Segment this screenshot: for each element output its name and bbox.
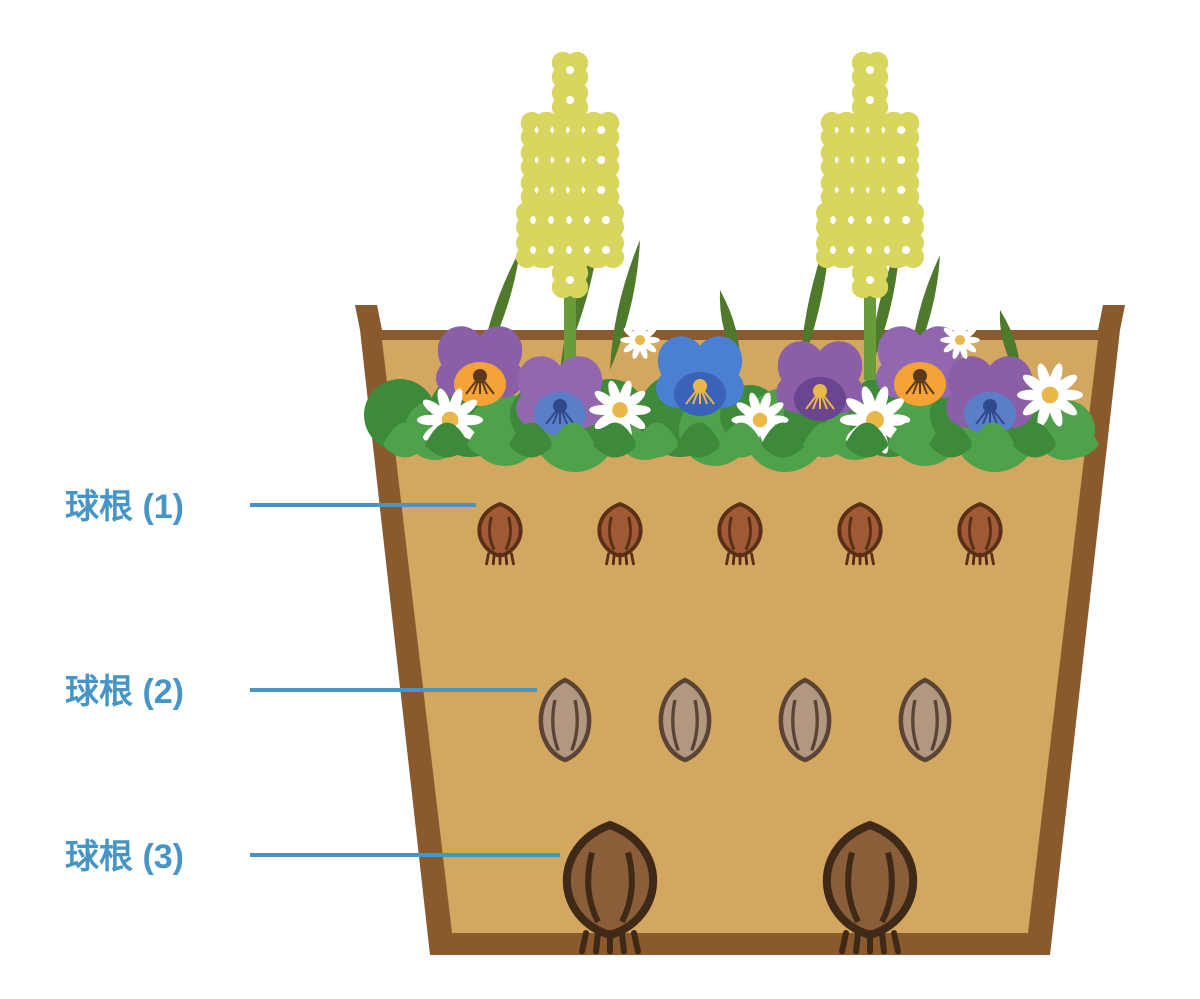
- bulb-icon: [781, 680, 829, 760]
- bulb-icon: [541, 680, 589, 760]
- label-layer-2: 球根 (2): [65, 664, 184, 713]
- flower-bed: [364, 52, 1099, 472]
- bulb-icon: [661, 680, 709, 760]
- label-layer-3: 球根 (3): [65, 829, 184, 878]
- label-layer-1: 球根 (1): [65, 479, 184, 528]
- bulb-icon: [901, 680, 949, 760]
